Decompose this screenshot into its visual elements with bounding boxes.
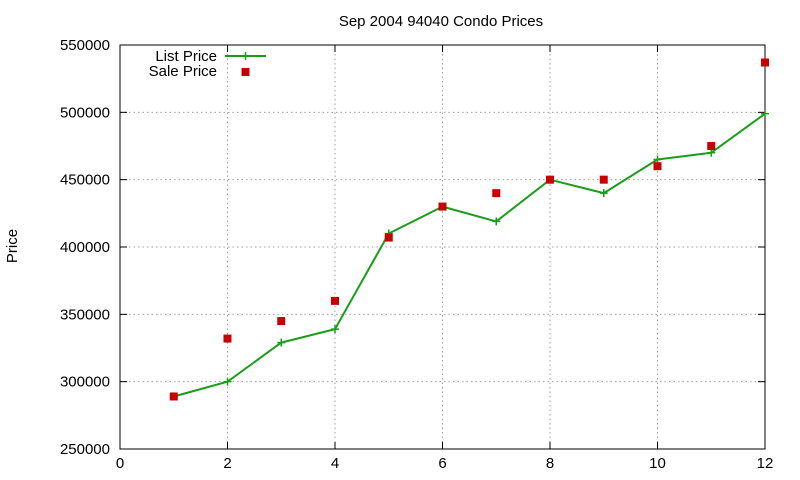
sale-price-point-7 [492,189,501,198]
sale-price-point-6 [438,202,447,211]
list-price-point-9 [599,189,608,198]
legend-sample-list-price-marker [241,52,250,60]
sale-price-point-12 [761,58,769,67]
y-tick-label-0: 250000 [60,441,110,458]
series-list-price-line [173,112,766,398]
x-tick-label-1: 2 [223,455,231,472]
legend-label-sale-price: Sale Price [149,63,217,80]
legend: List Price Sale Price [149,48,266,80]
sale-price-point-1 [169,392,178,401]
series-layer [169,58,769,401]
y-tick-label-5: 500000 [60,104,110,121]
x-tick-label-2: 4 [331,455,339,472]
list-price-point-12 [761,109,769,118]
list-price-point-4 [331,325,339,334]
sale-price-point-11 [707,142,716,150]
sale-price-point-3 [277,317,286,326]
x-tick-label-3: 6 [438,455,446,472]
sale-price-point-10 [653,162,662,171]
list-price-point-10 [653,155,662,164]
y-tick-label-6: 550000 [60,37,110,54]
list-price-point-3 [277,338,286,347]
x-tick-label-5: 10 [649,455,666,472]
list-price-point-7 [492,217,501,226]
legend-label-list-price: List Price [155,48,217,65]
y-tick-label-4: 450000 [60,172,110,189]
sale-price-point-8 [546,175,554,184]
list-price-point-11 [707,148,716,157]
y-axis-title: Price [4,229,21,263]
x-tick-label-6: 12 [757,455,774,472]
sale-price-point-4 [331,296,339,305]
list-price-point-2 [223,377,232,386]
legend-sample-sale-price [241,68,250,76]
x-tick-label-4: 8 [546,455,554,472]
chart-title: Sep 2004 94040 Condo Prices [339,13,543,30]
y-tick-label-1: 300000 [60,374,110,391]
sale-price-point-9 [599,175,608,184]
y-tick-label-3: 400000 [60,239,110,256]
y-tick-label-2: 350000 [60,306,110,323]
sale-price-point-2 [223,334,232,343]
ticks-layer: 250000 300000 350000 400000 450000 500000 5500… [60,37,773,472]
sale-price-point-5 [384,233,393,242]
x-tick-label-0: 0 [116,455,124,472]
